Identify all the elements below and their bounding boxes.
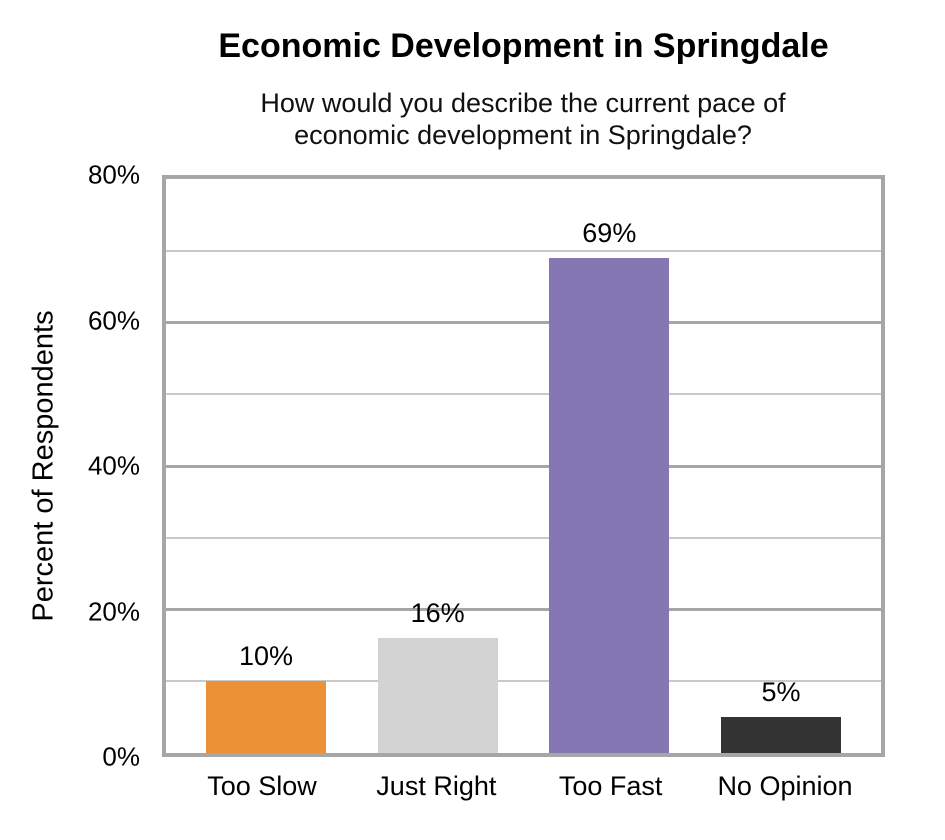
minor-gridline <box>166 536 881 539</box>
minor-gridline <box>166 680 881 683</box>
bar-slot-too-fast: 69% <box>549 179 670 753</box>
x-axis-category-label-too-slow: Too Slow <box>202 771 322 802</box>
x-axis-category-label-text: Too Slow <box>207 771 317 801</box>
x-axis-category-label-text: Just Right <box>376 771 497 801</box>
chart-subtitle: How would you describe the current pace … <box>260 88 786 150</box>
y-axis-tick-label: 60% <box>87 305 140 335</box>
major-gridline <box>166 464 881 468</box>
y-axis-tick-label: 80% <box>87 159 140 190</box>
x-axis-category-labels: Too Slow Just Right Too Fast No Opinion <box>162 771 885 802</box>
bar-slot-too-slow: 10% <box>206 179 326 753</box>
bar-value-label-just-right: 16% <box>410 598 465 629</box>
bar-too-fast: 69% <box>549 218 670 753</box>
plot-area: 10% 16% 69% 5% <box>162 175 885 757</box>
x-axis-category-label-too-fast: Too Fast <box>551 771 671 802</box>
x-axis-category-label-text: No Opinion <box>717 771 853 801</box>
major-gridline <box>166 608 881 611</box>
x-axis-category-label-just-right: Just Right <box>376 771 496 802</box>
major-gridline <box>166 321 881 324</box>
bar-just-right: 16% <box>377 598 498 753</box>
y-axis-tick-label: 20% <box>87 596 140 626</box>
minor-gridline <box>166 249 881 252</box>
x-axis-category-label-text: Too Fast <box>558 771 663 801</box>
y-axis-tick-label: 40% <box>87 450 140 481</box>
y-axis-tick-label: 0% <box>102 741 140 772</box>
x-axis-category-label-no-opinion: No Opinion <box>717 771 852 802</box>
chart-title: Economic Development in Springdale <box>218 27 829 65</box>
bar-value-label-too-fast: 69% <box>582 217 637 248</box>
bar-value-label-too-slow: 10% <box>238 641 294 672</box>
bar-value-label-no-opinion: 5% <box>761 677 801 708</box>
bar-slot-just-right: 16% <box>377 179 498 753</box>
minor-gridline <box>166 393 881 396</box>
bar-too-slow: 10% <box>206 641 326 753</box>
bars-group: 10% 16% 69% 5% <box>166 179 881 753</box>
y-axis-tick-labels: 0% 20% 40% 60% 80% <box>0 160 140 772</box>
bar-slot-no-opinion: 5% <box>720 179 841 753</box>
bar-no-opinion: 5% <box>720 677 841 753</box>
